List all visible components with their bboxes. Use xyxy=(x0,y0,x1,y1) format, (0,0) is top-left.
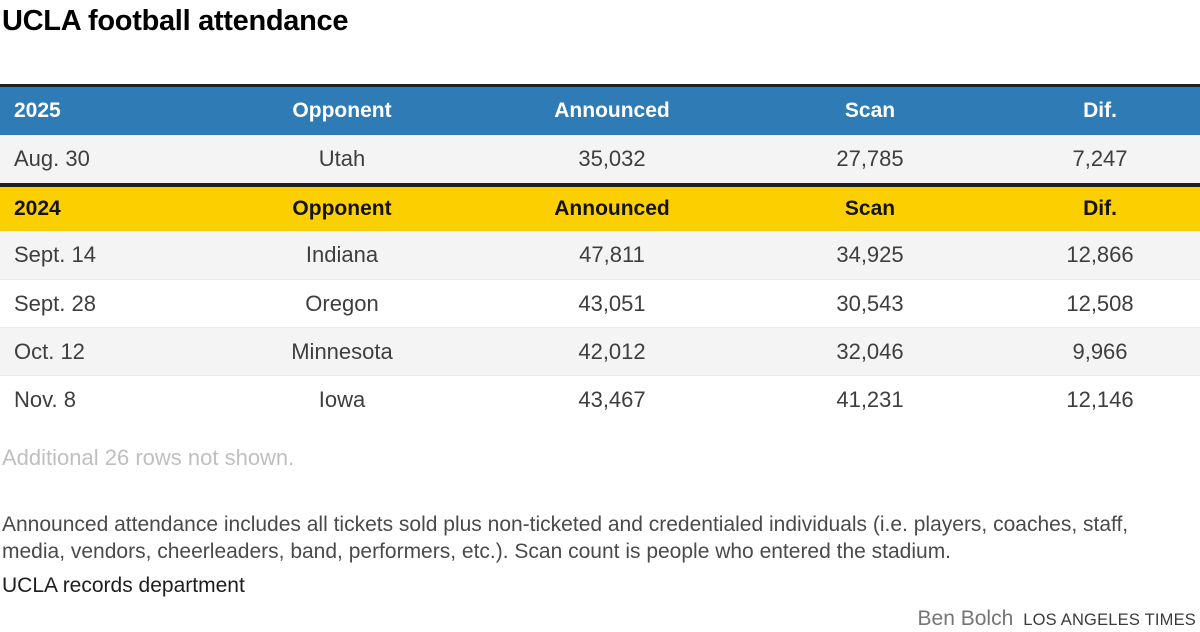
cell-dif: 12,866 xyxy=(1066,242,1134,267)
column-header-opponent: Opponent xyxy=(292,99,392,122)
cell-scan: 34,925 xyxy=(836,242,904,267)
column-header-opponent: Opponent xyxy=(292,197,392,220)
cell-date: Nov. 8 xyxy=(14,386,76,412)
year-header-2024: 2024 xyxy=(14,197,61,220)
cell-date: Sept. 28 xyxy=(14,290,96,316)
table-header-2024: 2024 Opponent Announced Scan Dif. xyxy=(0,183,1200,231)
table-row: Aug. 30 Utah 35,032 27,785 7,247 xyxy=(0,135,1200,183)
column-header-announced: Announced xyxy=(554,197,670,220)
cell-scan: 27,785 xyxy=(836,146,904,171)
cell-announced: 43,467 xyxy=(578,386,646,412)
column-header-dif: Dif. xyxy=(1083,197,1117,220)
more-rows-note: Additional 26 rows not shown. xyxy=(2,445,295,470)
cell-dif: 9,966 xyxy=(1072,338,1128,364)
publication-logo: LOS ANGELES TIMES xyxy=(1023,611,1196,629)
cell-announced: 47,811 xyxy=(579,242,645,267)
methodology-note: Announced attendance includes all ticket… xyxy=(2,513,1129,563)
cell-scan: 41,231 xyxy=(836,386,904,412)
table-row: Nov. 8 Iowa 43,467 41,231 12,146 xyxy=(0,375,1200,423)
cell-announced: 35,032 xyxy=(578,146,646,171)
cell-announced: 42,012 xyxy=(578,338,646,364)
cell-dif: 7,247 xyxy=(1072,146,1128,171)
cell-announced: 43,051 xyxy=(578,290,646,316)
page-title: UCLA football attendance xyxy=(2,5,349,37)
cell-opponent: Iowa xyxy=(318,386,366,412)
table-header-2025: 2025 Opponent Announced Scan Dif. xyxy=(0,87,1200,135)
byline-row: Ben Bolch LOS ANGELES TIMES xyxy=(0,607,1200,631)
source-line: UCLA records department xyxy=(2,574,245,597)
table-row: Sept. 28 Oregon 43,051 30,543 12,508 xyxy=(0,279,1200,327)
cell-opponent: Minnesota xyxy=(291,338,393,364)
cell-opponent: Oregon xyxy=(305,290,379,316)
cell-opponent: Indiana xyxy=(305,242,379,267)
cell-scan: 30,543 xyxy=(836,290,904,316)
attendance-table: 2025 Opponent Announced Scan Dif. Aug. 3… xyxy=(0,84,1200,423)
cell-date: Oct. 12 xyxy=(14,338,85,364)
column-header-announced: Announced xyxy=(554,99,670,122)
column-header-scan: Scan xyxy=(844,99,896,122)
cell-date: Aug. 30 xyxy=(14,146,90,171)
page: UCLA football attendance 2025 Opponent A… xyxy=(0,4,1200,632)
column-header-dif: Dif. xyxy=(1083,99,1117,122)
table-row: Oct. 12 Minnesota 42,012 32,046 9,966 xyxy=(0,327,1200,375)
cell-opponent: Utah xyxy=(318,146,366,171)
cell-scan: 32,046 xyxy=(836,338,904,364)
cell-dif: 12,146 xyxy=(1066,386,1134,412)
table-row: Sept. 14 Indiana 47,811 34,925 12,866 xyxy=(0,231,1200,279)
cell-date: Sept. 14 xyxy=(14,242,96,267)
cell-dif: 12,508 xyxy=(1066,290,1134,316)
byline: Ben Bolch xyxy=(917,607,1014,630)
column-header-scan: Scan xyxy=(844,197,896,220)
year-header-2025: 2025 xyxy=(14,99,61,122)
